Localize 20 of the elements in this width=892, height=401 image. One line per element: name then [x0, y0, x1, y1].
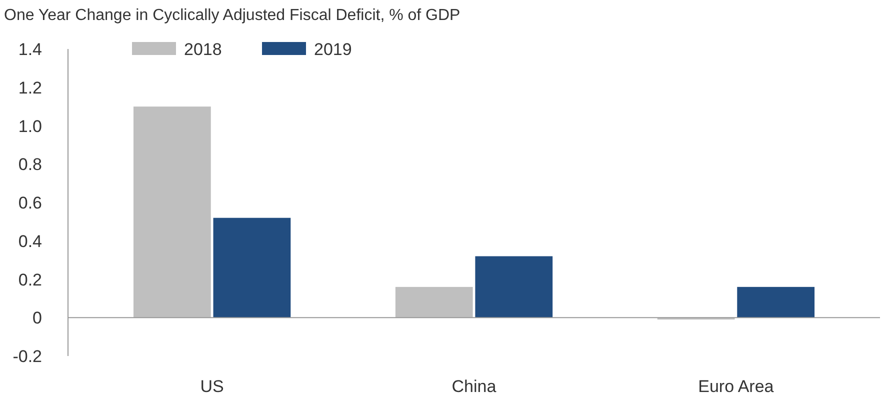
y-tick-label: 0.2	[18, 270, 42, 290]
y-tick-label: 1.2	[18, 78, 42, 98]
y-tick-label: 0.8	[18, 155, 42, 174]
legend-label: 2018	[184, 40, 222, 59]
y-tick-label: 1.4	[18, 40, 42, 59]
y-tick-label: 0.6	[18, 194, 42, 212]
bar	[475, 256, 553, 318]
y-tick-label: -0.2	[12, 347, 42, 366]
y-tick-label: 0.4	[18, 232, 42, 251]
bar	[213, 218, 291, 318]
bar	[133, 106, 211, 318]
x-tick-label: China	[452, 377, 497, 396]
legend-label: 2019	[314, 40, 352, 59]
y-tick-label: 0	[32, 308, 42, 328]
x-tick-label: Euro Area	[698, 377, 774, 396]
y-tick-label: 1.0	[18, 116, 42, 136]
bar	[395, 286, 473, 318]
x-tick-label: US	[200, 377, 224, 396]
chart-title: One Year Change in Cyclically Adjusted Fiscal Deficit, % of GDP	[4, 7, 460, 24]
bar	[737, 286, 815, 318]
